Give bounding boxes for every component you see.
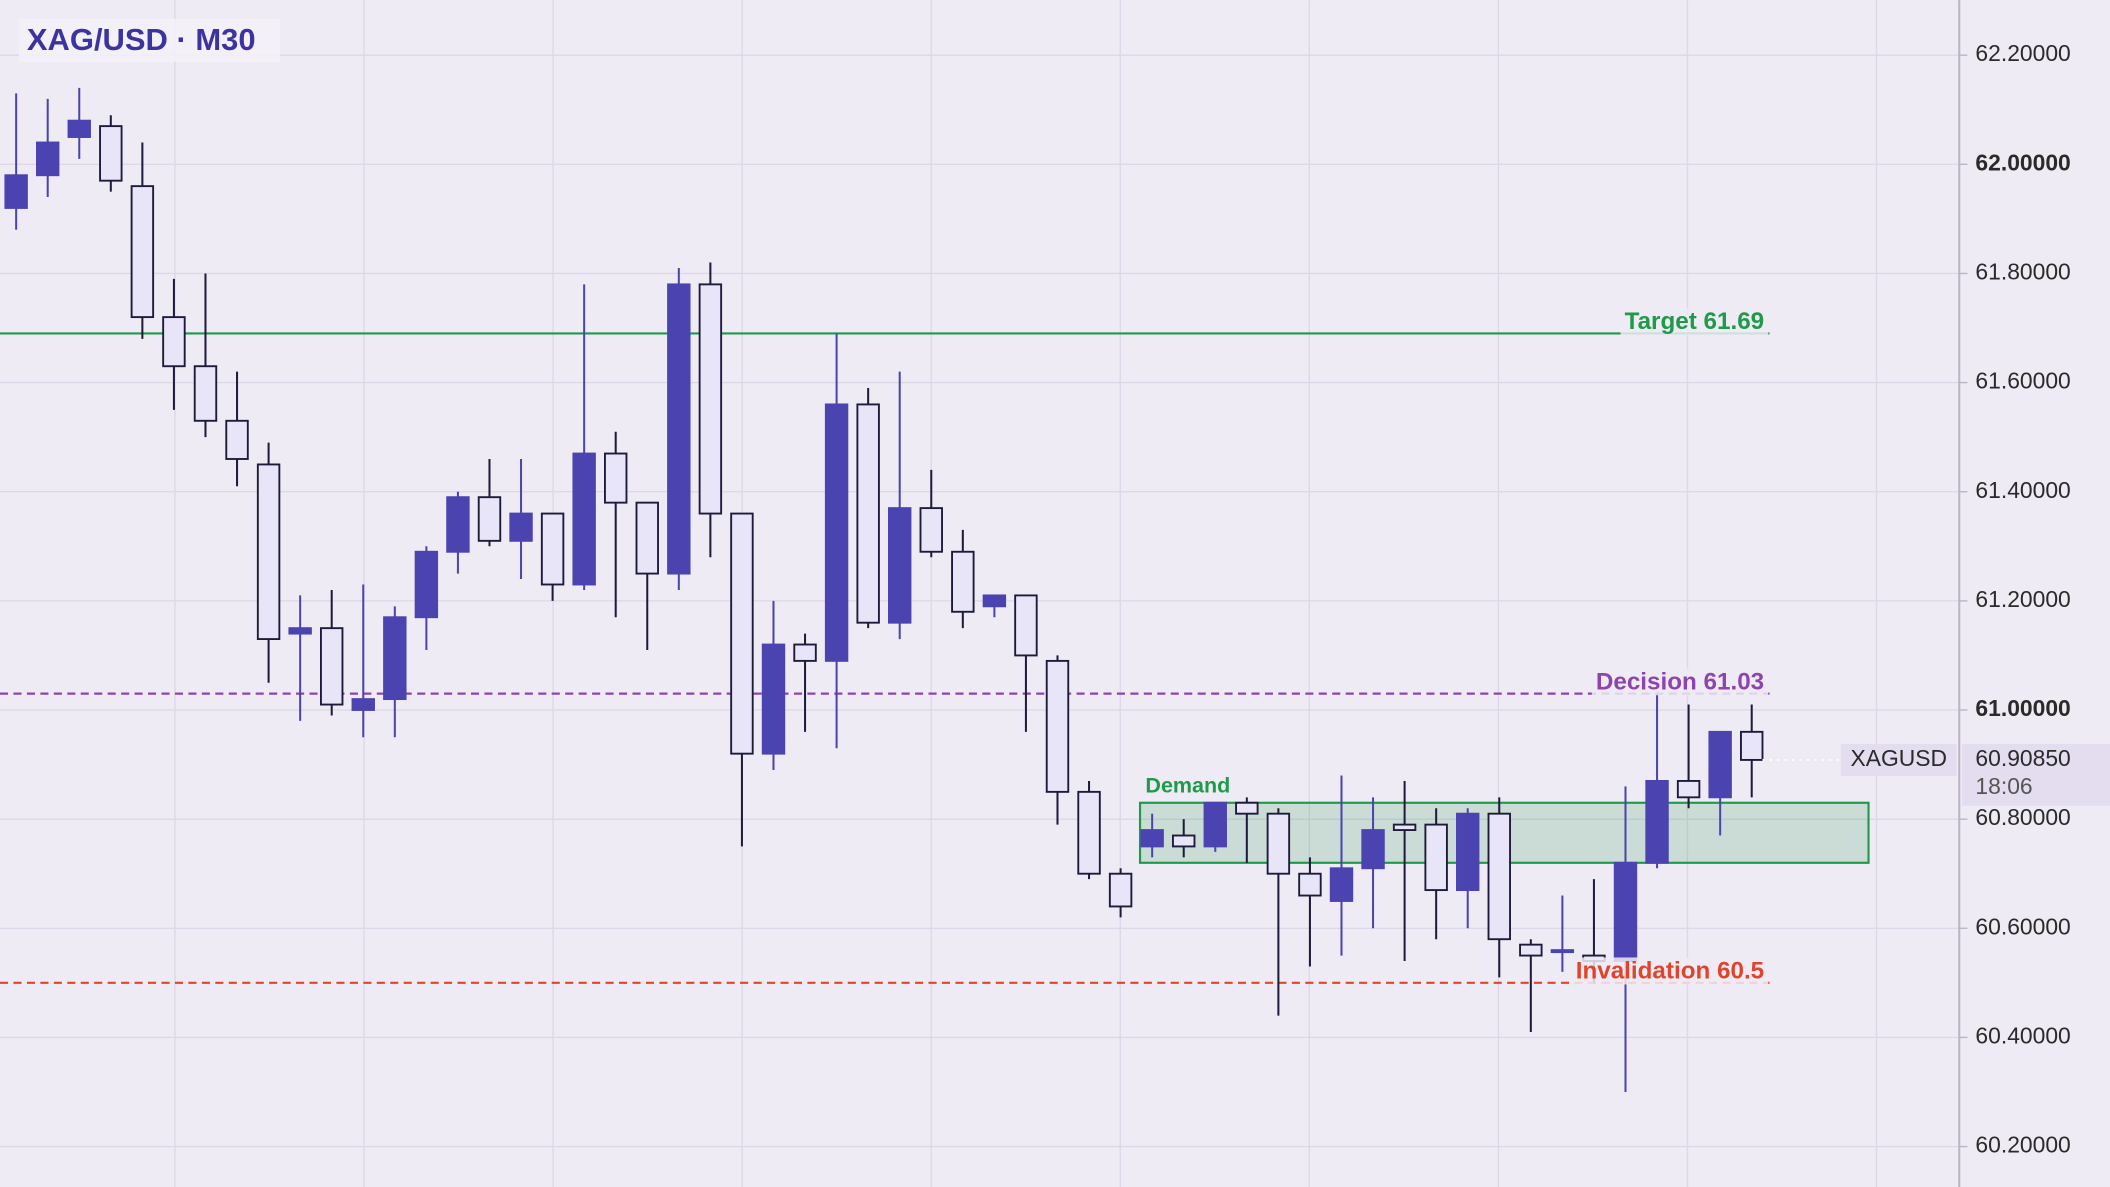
candle-body	[919, 507, 943, 553]
symbol-box	[1840, 743, 1957, 777]
candle-body	[982, 594, 1007, 608]
candle-body	[667, 283, 691, 575]
candle-body	[319, 627, 344, 706]
y-tick-label: 62.20000	[1975, 40, 2070, 66]
candle-body	[1645, 780, 1669, 864]
candle-body	[635, 501, 659, 575]
candle-body	[1487, 812, 1511, 941]
y-tick-label: 60.80000	[1975, 804, 2070, 830]
candle-body	[604, 452, 628, 504]
y-tick-label: 61.80000	[1975, 258, 2070, 284]
candle-body	[67, 119, 91, 138]
candle-body	[1203, 801, 1227, 848]
y-tick-label: 61.40000	[1975, 477, 2070, 503]
candle-body	[793, 643, 817, 662]
candle-body	[1613, 861, 1638, 962]
candle-body	[1140, 829, 1164, 848]
candle-body	[477, 496, 502, 542]
candle-body	[1740, 730, 1764, 761]
chart-title: XAG/USD · M30	[27, 22, 256, 57]
candle-body	[951, 550, 975, 613]
level-label: Invalidation 60.5	[1576, 957, 1764, 984]
candle-body	[1424, 823, 1448, 892]
candle-body	[1172, 834, 1196, 848]
candle-body	[35, 141, 60, 177]
y-tick-label: 60.60000	[1975, 913, 2070, 939]
candle-body	[1361, 829, 1385, 870]
level-label-background	[1591, 668, 1769, 696]
candle-body	[256, 463, 281, 641]
candle-body	[572, 452, 596, 586]
last-price-label: 60.90850	[1975, 745, 2070, 771]
candle-body	[130, 185, 155, 319]
candle-body	[193, 365, 218, 422]
y-tick-label: 62.00000	[1975, 149, 2070, 175]
y-tick-label: 61.60000	[1975, 368, 2070, 394]
y-tick-label: 61.00000	[1975, 695, 2070, 721]
candle-body	[1045, 659, 1070, 793]
candle-body	[1266, 812, 1291, 875]
candle-body	[1676, 780, 1701, 799]
candle-body	[509, 512, 533, 542]
y-tick-label: 60.20000	[1975, 1132, 2070, 1158]
candle-body	[162, 316, 186, 368]
candle-body	[698, 283, 723, 515]
candle-body	[1108, 872, 1133, 908]
candle-body	[351, 698, 375, 711]
candle-body	[888, 507, 912, 624]
candle-body	[1235, 801, 1259, 815]
y-tick-label: 61.20000	[1975, 586, 2070, 612]
candle-body	[730, 512, 754, 755]
candle-body	[1392, 823, 1417, 831]
candle-body	[288, 627, 312, 635]
candle-body	[1708, 730, 1732, 799]
candle-body	[540, 512, 565, 586]
candle-body	[1329, 867, 1354, 902]
level-label: Target 61.69	[1625, 308, 1765, 335]
level-label-background	[1620, 308, 1769, 336]
candle-body	[414, 550, 439, 619]
title-background	[18, 18, 280, 62]
candle-body	[446, 496, 470, 553]
symbol-label: XAGUSD	[1850, 745, 1947, 771]
candle-body	[99, 125, 123, 182]
candle-body	[856, 403, 880, 624]
level-label: Decision 61.03	[1596, 668, 1764, 695]
last-price-box	[1961, 743, 2110, 806]
candle-body	[1298, 872, 1322, 897]
candle-body	[225, 419, 249, 460]
candle-body	[1014, 594, 1038, 657]
zone-label-background	[1142, 773, 1234, 798]
plot: Target 61.69 Decision 61.03 Invalidation 6…	[0, 87, 1870, 1092]
price-axis: 60.20000 60.40000 60.60000 60.80000 61.00000…	[1840, 40, 2110, 1158]
level-label-background	[1571, 957, 1769, 985]
y-tick-label: 60.40000	[1975, 1022, 2070, 1048]
candle-body	[383, 616, 407, 701]
candle-body	[1519, 943, 1543, 957]
candle-body	[761, 643, 786, 755]
candle-body	[1456, 812, 1480, 892]
candle-body	[4, 174, 28, 209]
candle-body	[1550, 949, 1575, 954]
countdown-label: 18:06	[1975, 773, 2032, 799]
candle-body	[824, 403, 849, 662]
zone-label: Demand	[1145, 773, 1230, 797]
candle-body	[1077, 790, 1101, 875]
